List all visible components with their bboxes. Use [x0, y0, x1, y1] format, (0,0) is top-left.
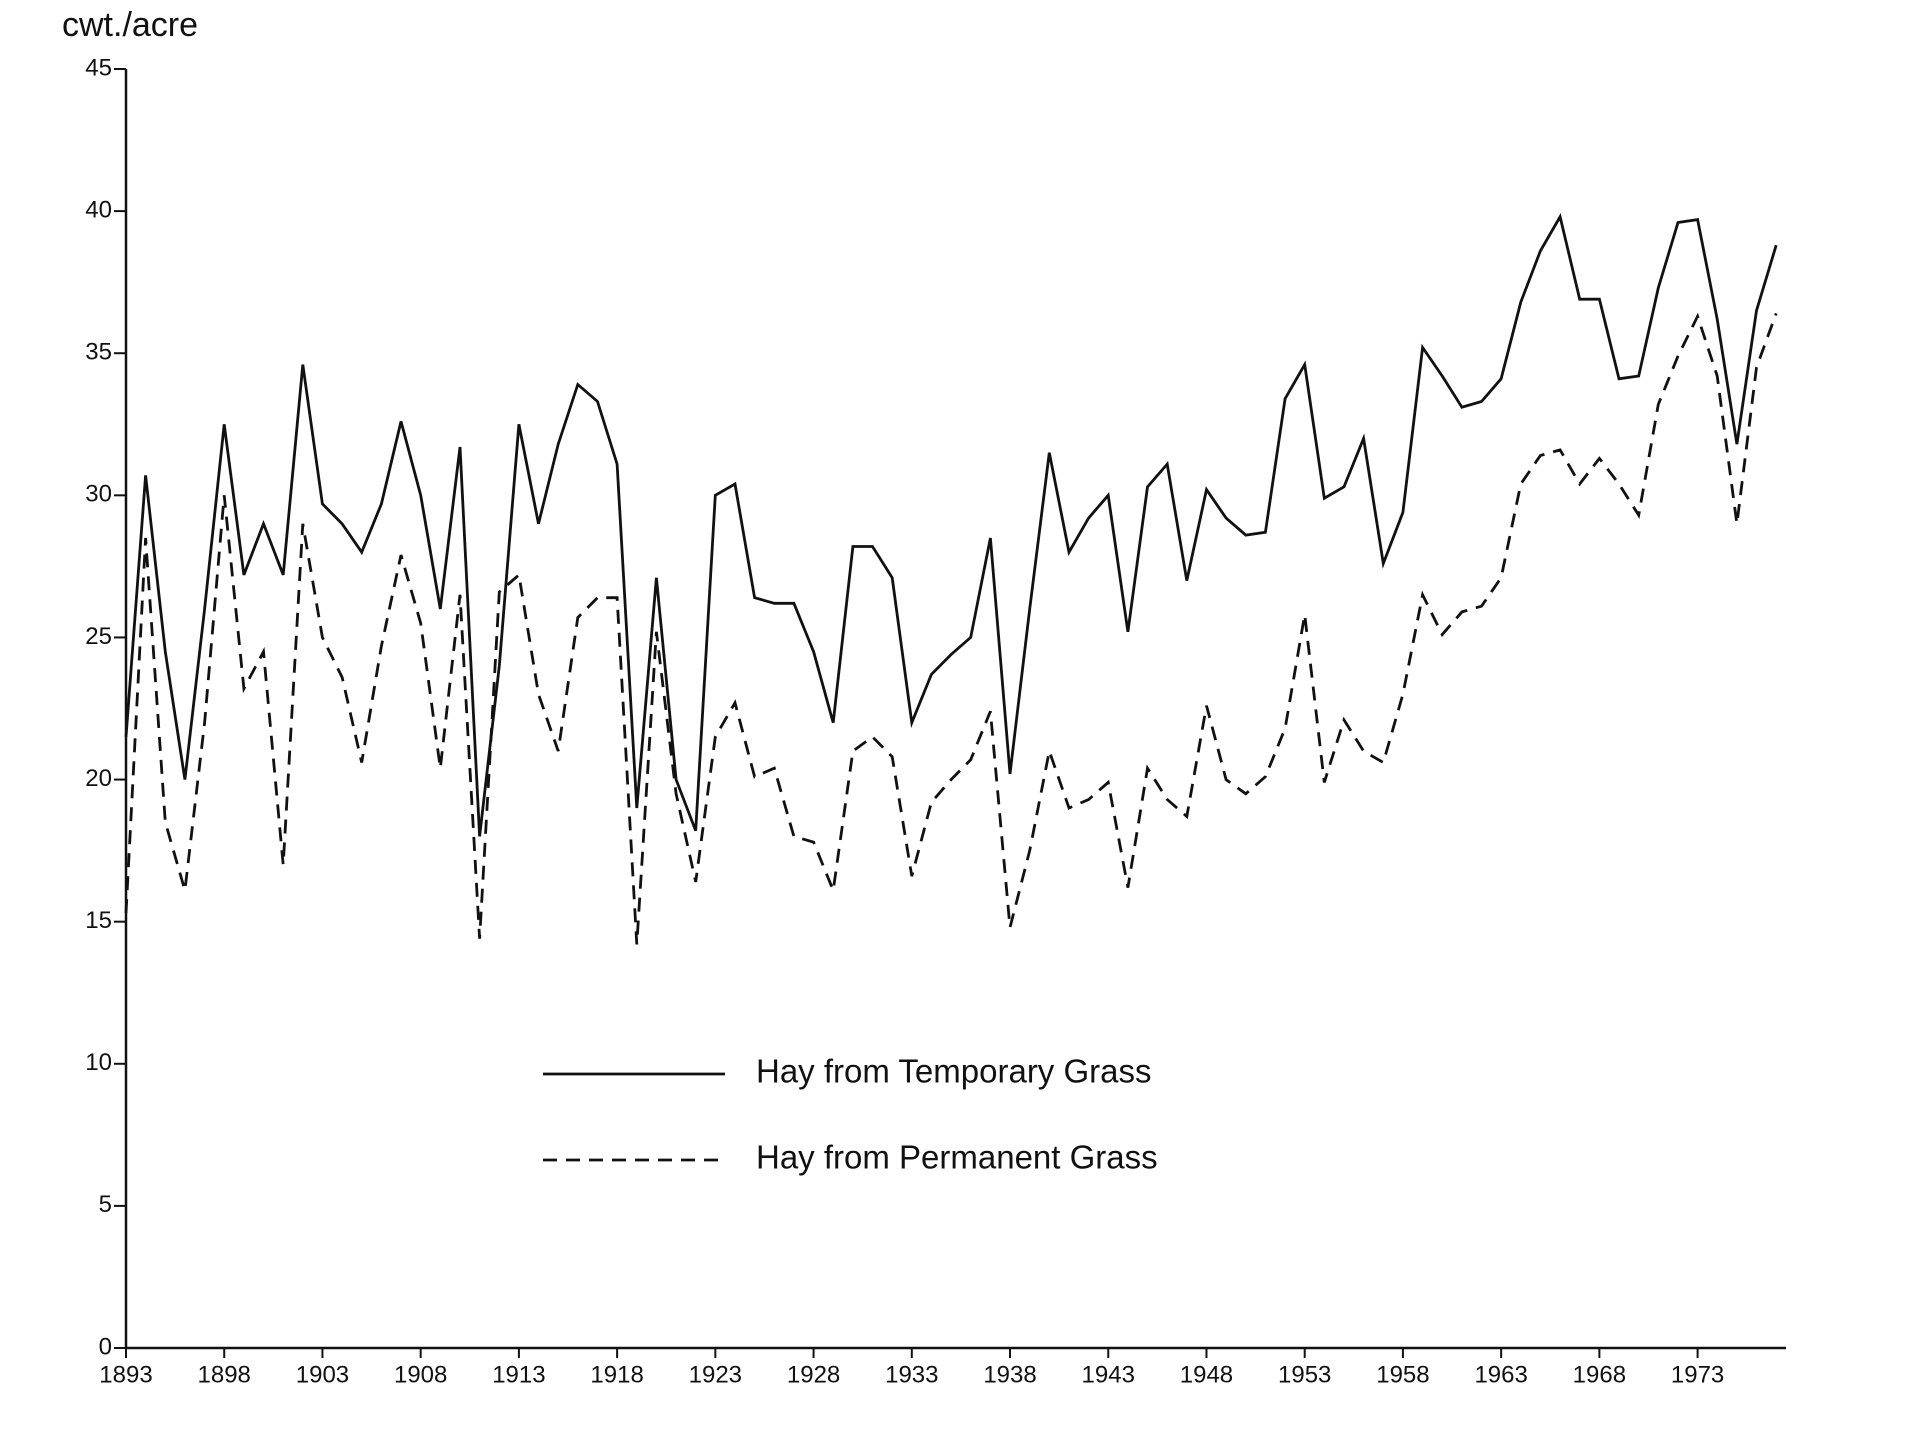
x-tick-label: 1898: [198, 1361, 251, 1388]
x-tick-label: 1928: [787, 1361, 840, 1388]
y-tick-label: 0: [99, 1333, 112, 1360]
x-tick-label: 1918: [590, 1361, 643, 1388]
y-tick-label: 35: [85, 339, 112, 366]
y-tick-label: 30: [85, 481, 112, 508]
x-tick-label: 1963: [1474, 1361, 1527, 1388]
x-tick-label: 1913: [492, 1361, 545, 1388]
x-tick-label: 1958: [1376, 1361, 1429, 1388]
y-tick-label: 5: [99, 1191, 112, 1218]
y-tick-label: 45: [85, 54, 112, 81]
y-tick-label: 15: [85, 907, 112, 934]
x-tick-label: 1943: [1082, 1361, 1135, 1388]
x-tick-label: 1923: [689, 1361, 742, 1388]
legend-label: Hay from Temporary Grass: [756, 1053, 1151, 1090]
y-tick-label: 20: [85, 765, 112, 792]
x-tick-label: 1908: [394, 1361, 447, 1388]
y-tick-label: 25: [85, 623, 112, 650]
x-tick-label: 1933: [885, 1361, 938, 1388]
data-line: [124, 312, 1778, 945]
y-axis-title: cwt./acre: [62, 6, 198, 44]
x-tick-label: 1953: [1278, 1361, 1331, 1388]
x-tick-label: 1948: [1180, 1361, 1233, 1388]
x-tick-label: 1903: [296, 1361, 349, 1388]
x-tick-label: 1938: [983, 1361, 1036, 1388]
x-tick-label: 1893: [99, 1361, 152, 1388]
x-tick-label: 1973: [1671, 1361, 1724, 1388]
x-tick-label: 1968: [1573, 1361, 1626, 1388]
y-tick-label: 10: [85, 1049, 112, 1076]
legend-label: Hay from Permanent Grass: [756, 1139, 1158, 1176]
data-line: [124, 213, 1778, 837]
y-tick-label: 40: [85, 196, 112, 223]
